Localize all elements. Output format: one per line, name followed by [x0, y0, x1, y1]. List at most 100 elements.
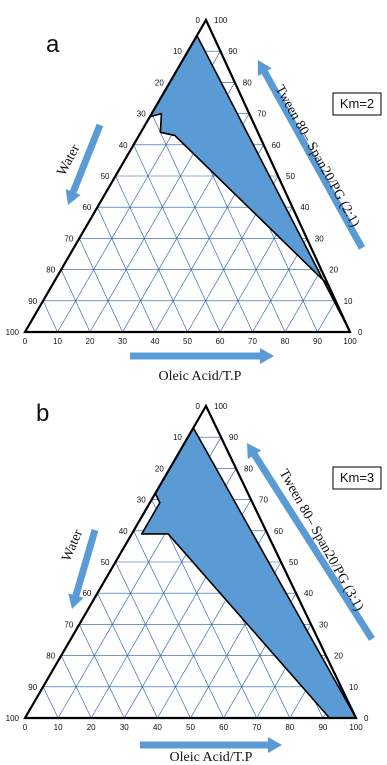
grid-line-water: [97, 593, 158, 719]
water-tick-label: 0: [196, 402, 201, 411]
tween-arrow: [257, 60, 366, 250]
tween-tick-label: 20: [329, 266, 338, 275]
oil-tick-label: 40: [151, 337, 160, 346]
water-tick-label: 50: [101, 558, 110, 567]
tween-tick-label: 30: [319, 620, 328, 629]
tween-tick-label: 80: [244, 464, 253, 473]
water-tick-label: 90: [28, 683, 37, 692]
tween-tick-label: 70: [257, 110, 266, 119]
ternary-panel-a: a Km=2 0 0 0 10 10 10 20 20 20 30 30 30 40 40 40 50 50 50…: [6, 16, 382, 384]
oil-tick-label: 30: [120, 723, 129, 732]
water-tick-label: 80: [46, 266, 55, 275]
oil-tick-label: 0: [23, 723, 28, 732]
water-tick-label: 30: [137, 110, 146, 119]
grid-line-oil: [284, 269, 322, 333]
water-tick-label: 0: [196, 16, 201, 25]
oil-tick-label: 20: [87, 723, 96, 732]
oil-tick-label: 80: [285, 723, 294, 732]
panel-label: b: [36, 400, 49, 427]
oil-tick-label: 30: [118, 337, 127, 346]
grid-line-water: [42, 300, 58, 333]
oil-tick-label: 100: [349, 723, 363, 732]
tween-tick-label: 80: [243, 78, 252, 87]
tween-arrow: [247, 443, 375, 641]
triangle-frame: [23, 403, 358, 720]
km-box: [332, 466, 382, 490]
grid-line-water: [115, 561, 191, 719]
oil-tick-label: 80: [281, 337, 290, 346]
oil-tick-label: 10: [53, 337, 62, 346]
water-tick-label: 40: [119, 141, 128, 150]
grid-line-water: [79, 624, 125, 719]
tick-labels: 0 0 0 10 10 10 20 20 20 30 30 30 40 40 40 50 50 50 60 60 60 7…: [6, 16, 363, 346]
water-tick-label: 40: [119, 527, 128, 536]
water-tick-label: 20: [155, 464, 164, 473]
water-tick-label: 20: [155, 78, 164, 87]
km-label: Km=2: [340, 96, 374, 111]
tween-tick-label: 100: [214, 16, 228, 25]
water-tick-label: 90: [28, 297, 37, 306]
water-axis-label: Water: [59, 527, 86, 564]
oil-tick-label: 60: [219, 723, 228, 732]
water-arrow: [68, 529, 99, 609]
km-box: [332, 92, 382, 116]
tween-tick-label: 60: [274, 527, 283, 536]
oil-tick-label: 70: [248, 337, 257, 346]
triangle-frame: [23, 17, 352, 334]
tween-tick-label: 40: [300, 203, 309, 212]
water-tick-label: 70: [64, 620, 73, 629]
oil-tick-label: 20: [86, 337, 95, 346]
oil-axis-label: Oleic Acid/T.P: [170, 750, 253, 765]
water-tick-label: 60: [82, 589, 91, 598]
tween-tick-label: 60: [272, 141, 281, 150]
water-tick-label: 60: [82, 203, 91, 212]
oil-tick-label: 50: [183, 337, 192, 346]
tween-tick-label: 10: [349, 683, 358, 692]
water-tick-label: 10: [173, 47, 182, 56]
tween-tick-label: 90: [228, 47, 237, 56]
water-tick-label: 10: [173, 433, 182, 442]
panel-label: a: [46, 31, 60, 58]
grid-line-water: [151, 113, 253, 333]
tick-labels: 0 0 0 10 10 10 20 20 20 30 30 30 40 40 40 50 50 50 60 60 60 7…: [6, 402, 369, 732]
grid-line-water: [79, 238, 123, 333]
tween-tick-label: 0: [358, 328, 363, 337]
tween-tick-label: 40: [304, 589, 313, 598]
oil-tick-label: 40: [153, 723, 162, 732]
water-tick-label: 100: [6, 328, 20, 337]
oil-axis-label: Oleic Acid/T.P: [159, 369, 242, 384]
oil-tick-label: 60: [216, 337, 225, 346]
grid-line-oil: [317, 300, 336, 333]
tween-tick-label: 10: [344, 297, 353, 306]
tween-tick-label: 0: [364, 714, 369, 723]
tween-tick-label: 90: [229, 433, 238, 442]
tween-tick-label: 50: [289, 558, 298, 567]
tween-tick-label: 70: [259, 496, 268, 505]
grid-line-water: [60, 269, 91, 333]
oil-tick-label: 100: [343, 337, 357, 346]
oil-tick-label: 50: [186, 723, 195, 732]
km-label: Km=3: [340, 470, 374, 485]
grid-line-water: [60, 655, 92, 719]
water-tick-label: 100: [6, 714, 20, 723]
oil-tick-label: 90: [318, 723, 327, 732]
oil-arrow: [140, 737, 282, 753]
water-tick-label: 70: [64, 234, 73, 243]
oil-tick-label: 90: [313, 337, 322, 346]
oil-tick-label: 70: [252, 723, 261, 732]
tween-tick-label: 100: [214, 402, 228, 411]
tween-tick-label: 20: [334, 652, 343, 661]
tween-tick-label: 50: [286, 172, 295, 181]
water-tick-label: 80: [46, 652, 55, 661]
oil-tick-label: 10: [54, 723, 63, 732]
water-arrow: [65, 123, 104, 205]
tween-tick-label: 30: [315, 234, 324, 243]
ternary-panel-b: b Km=3 0 0 0 10 10 10 20 20 20 30 30 30 40 40 40 50 50 50…: [6, 400, 382, 765]
oil-tick-label: 0: [23, 337, 28, 346]
water-tick-label: 50: [101, 172, 110, 181]
oil-arrow: [130, 348, 274, 364]
grid-line-water: [42, 686, 59, 719]
grid-line-water: [115, 175, 188, 333]
